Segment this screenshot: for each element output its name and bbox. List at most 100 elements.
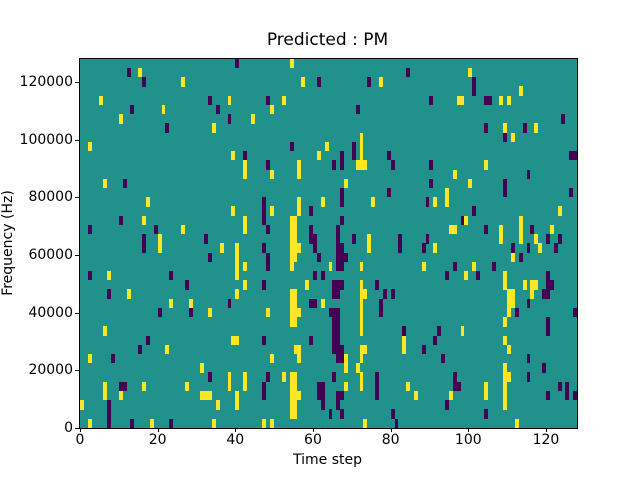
heatmap-cell bbox=[270, 354, 275, 364]
heatmap-cell bbox=[153, 224, 158, 235]
heatmap-cell bbox=[433, 197, 438, 207]
heatmap-cell bbox=[235, 400, 240, 410]
heatmap-cell bbox=[281, 95, 286, 106]
heatmap-cell bbox=[344, 363, 348, 373]
heatmap-cell bbox=[507, 344, 512, 355]
heatmap-cell bbox=[491, 261, 496, 272]
heatmap-cell bbox=[359, 354, 364, 364]
heatmap-cell bbox=[293, 289, 298, 299]
heatmap-cell bbox=[107, 289, 112, 299]
heatmap-cell bbox=[293, 400, 298, 410]
heatmap-cell bbox=[448, 224, 453, 235]
heatmap-cell bbox=[503, 317, 508, 327]
heatmap-cell bbox=[573, 151, 578, 161]
heatmap-cell bbox=[344, 178, 348, 189]
heatmap-cell bbox=[293, 372, 298, 382]
heatmap-cell bbox=[518, 252, 523, 262]
heatmap-cell bbox=[340, 160, 345, 170]
heatmap-cell bbox=[452, 381, 457, 392]
heatmap-cell bbox=[262, 280, 267, 290]
heatmap-cell bbox=[545, 289, 550, 299]
heatmap-cell bbox=[363, 160, 368, 170]
heatmap-cell bbox=[243, 160, 247, 170]
heatmap-cell bbox=[107, 270, 112, 281]
y-tick-label: 80000 bbox=[28, 189, 73, 206]
y-tick-label: 40000 bbox=[28, 304, 73, 321]
heatmap-cell bbox=[518, 215, 523, 226]
heatmap-cell bbox=[235, 243, 240, 253]
heatmap-cell bbox=[130, 418, 135, 428]
heatmap-cell bbox=[444, 270, 449, 281]
heatmap-cell bbox=[336, 224, 341, 235]
heatmap-cell bbox=[169, 298, 174, 309]
heatmap-cell bbox=[266, 372, 271, 382]
heatmap-cell bbox=[386, 151, 391, 161]
heatmap-cell bbox=[227, 95, 232, 106]
heatmap-cell bbox=[359, 326, 364, 336]
heatmap-cell bbox=[227, 298, 232, 309]
heatmap-cell bbox=[398, 243, 403, 253]
heatmap-cell bbox=[328, 261, 333, 272]
heatmap-cell bbox=[503, 381, 508, 392]
heatmap-cell bbox=[386, 187, 391, 198]
heatmap-cell bbox=[289, 298, 294, 309]
heatmap-cell bbox=[212, 418, 216, 428]
heatmap-cell bbox=[157, 307, 162, 318]
heatmap-cell bbox=[340, 252, 345, 262]
heatmap-cell bbox=[359, 280, 364, 290]
heatmap-cell bbox=[235, 252, 240, 262]
x-tick-label: 60 bbox=[304, 432, 322, 448]
heatmap-cell bbox=[526, 169, 531, 179]
heatmap-cell bbox=[180, 77, 185, 87]
heatmap-cell bbox=[499, 224, 504, 235]
heatmap-cell bbox=[332, 280, 337, 290]
heatmap-cell bbox=[262, 418, 267, 428]
heatmap-cell bbox=[332, 307, 337, 318]
heatmap-cell bbox=[344, 381, 348, 392]
heatmap-cell bbox=[142, 234, 147, 244]
heatmap-cell bbox=[328, 307, 333, 318]
heatmap-cell bbox=[483, 390, 488, 401]
heatmap-cell bbox=[293, 252, 298, 262]
heatmap-cell bbox=[289, 243, 294, 253]
heatmap-cell bbox=[266, 307, 271, 318]
heatmap-cell bbox=[316, 77, 321, 87]
y-tick-label: 0 bbox=[64, 420, 73, 436]
heatmap-cell bbox=[359, 261, 364, 272]
heatmap-cell bbox=[483, 123, 488, 133]
heatmap-cell bbox=[545, 280, 550, 290]
heatmap-cell bbox=[157, 234, 162, 244]
heatmap-cell bbox=[231, 206, 236, 216]
heatmap-cell bbox=[378, 298, 383, 309]
heatmap-cell bbox=[344, 354, 348, 364]
heatmap-cell bbox=[359, 141, 364, 152]
heatmap-cell bbox=[522, 280, 527, 290]
heatmap-cell bbox=[262, 390, 267, 401]
heatmap-cell bbox=[204, 234, 209, 244]
heatmap-cell bbox=[169, 418, 174, 428]
heatmap-cell bbox=[510, 289, 515, 299]
heatmap-cell bbox=[487, 95, 492, 106]
heatmap-cell bbox=[332, 160, 337, 170]
heatmap-cell bbox=[425, 197, 430, 207]
heatmap-cell bbox=[270, 206, 275, 216]
heatmap-cell bbox=[340, 197, 345, 207]
heatmap-cell bbox=[460, 95, 465, 106]
heatmap-cell bbox=[452, 224, 457, 235]
heatmap-cell bbox=[297, 243, 302, 253]
heatmap-cell bbox=[530, 289, 535, 299]
y-tick-mark bbox=[75, 370, 79, 372]
heatmap-cell bbox=[332, 317, 337, 327]
heatmap-cell bbox=[324, 141, 329, 152]
heatmap-cell bbox=[281, 372, 286, 382]
heatmap-cell bbox=[456, 95, 461, 106]
heatmap-cell bbox=[464, 270, 469, 281]
heatmap-cell bbox=[367, 243, 372, 253]
heatmap-cell bbox=[433, 243, 438, 253]
heatmap-cell bbox=[518, 86, 523, 96]
heatmap-cell bbox=[503, 372, 508, 382]
heatmap-cell bbox=[243, 381, 247, 392]
heatmap-cell bbox=[545, 270, 550, 281]
heatmap-cell bbox=[200, 390, 205, 401]
